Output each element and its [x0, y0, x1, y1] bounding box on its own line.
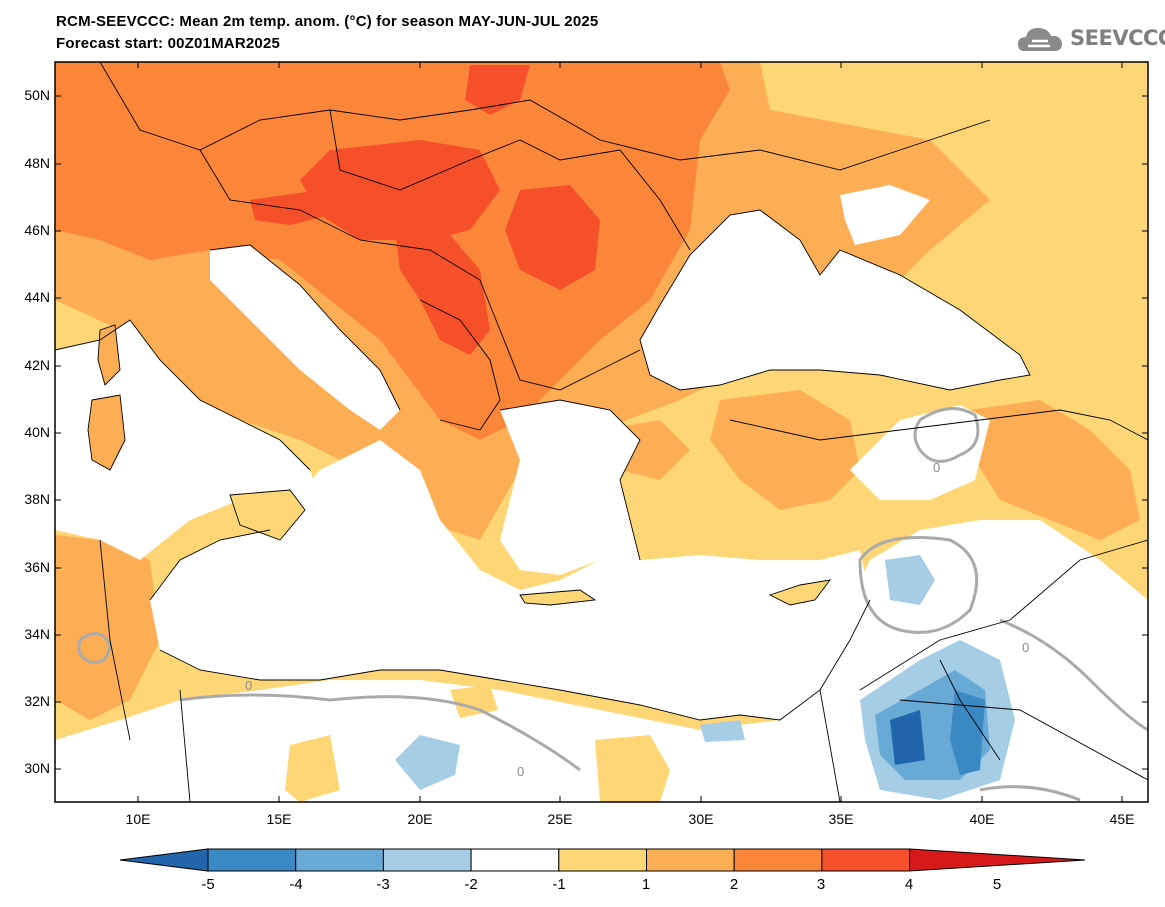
lat-label: 44N	[24, 289, 50, 305]
colorbar-label: -5	[201, 876, 215, 893]
logo-text: SEEVCCC	[1070, 26, 1165, 50]
forecast-start: Forecast start: 00Z01MAR2025	[56, 35, 281, 52]
colorbar-label: -1	[552, 876, 566, 893]
colorbar-segment	[119, 848, 209, 872]
lon-label: 15E	[266, 811, 292, 827]
lon-label: 25E	[547, 811, 573, 827]
colorbar-segment	[470, 848, 560, 872]
cloud-icon	[1018, 28, 1062, 51]
contour-label: 0	[245, 678, 252, 693]
colorbar-segment	[382, 848, 472, 872]
lat-label: 30N	[24, 760, 50, 776]
colorbar-segment	[821, 848, 911, 872]
colorbar-label: -3	[376, 876, 390, 893]
colorbar-label: 1	[641, 876, 651, 893]
colorbar-segment	[207, 848, 297, 872]
lat-label: 34N	[24, 626, 50, 642]
lat-label: 46N	[24, 222, 50, 238]
lat-label: 32N	[24, 693, 50, 709]
lat-label: 40N	[24, 424, 50, 440]
lat-label: 42N	[24, 357, 50, 373]
colorbar-segment	[733, 848, 823, 872]
contour-label: 0	[1022, 640, 1029, 655]
colorbar-label: 2	[729, 876, 739, 893]
lon-label: 10E	[125, 811, 151, 827]
contour-label: 0	[933, 460, 940, 475]
colorbar-label: -4	[289, 876, 303, 893]
lat-label: 50N	[24, 87, 50, 103]
lon-label: 30E	[688, 811, 714, 827]
map-title: RCM-SEEVCCC: Mean 2m temp. anom. (°C) fo…	[56, 13, 599, 30]
contour-label: 0	[517, 764, 524, 779]
axis-ticks	[55, 62, 1148, 802]
colorbar-label: 3	[816, 876, 826, 893]
lat-label: 36N	[24, 559, 50, 575]
colorbar-segment	[295, 848, 384, 872]
seevccc-logo: SEEVCCC	[1018, 20, 1165, 56]
anomaly-field	[55, 62, 1148, 802]
lon-label: 45E	[1109, 811, 1135, 827]
colorbar-label: -2	[464, 876, 478, 893]
lon-label: 35E	[828, 811, 854, 827]
lat-label: 38N	[24, 491, 50, 507]
colorbar-segment	[558, 848, 647, 872]
lon-label: 40E	[969, 811, 995, 827]
colorbar-label: 4	[904, 876, 914, 893]
colorbar-segment	[909, 848, 1086, 872]
lon-label: 20E	[407, 811, 433, 827]
colorbar-label: 5	[992, 876, 1002, 893]
colorbar-segment	[646, 848, 735, 872]
lat-label: 48N	[24, 155, 50, 171]
